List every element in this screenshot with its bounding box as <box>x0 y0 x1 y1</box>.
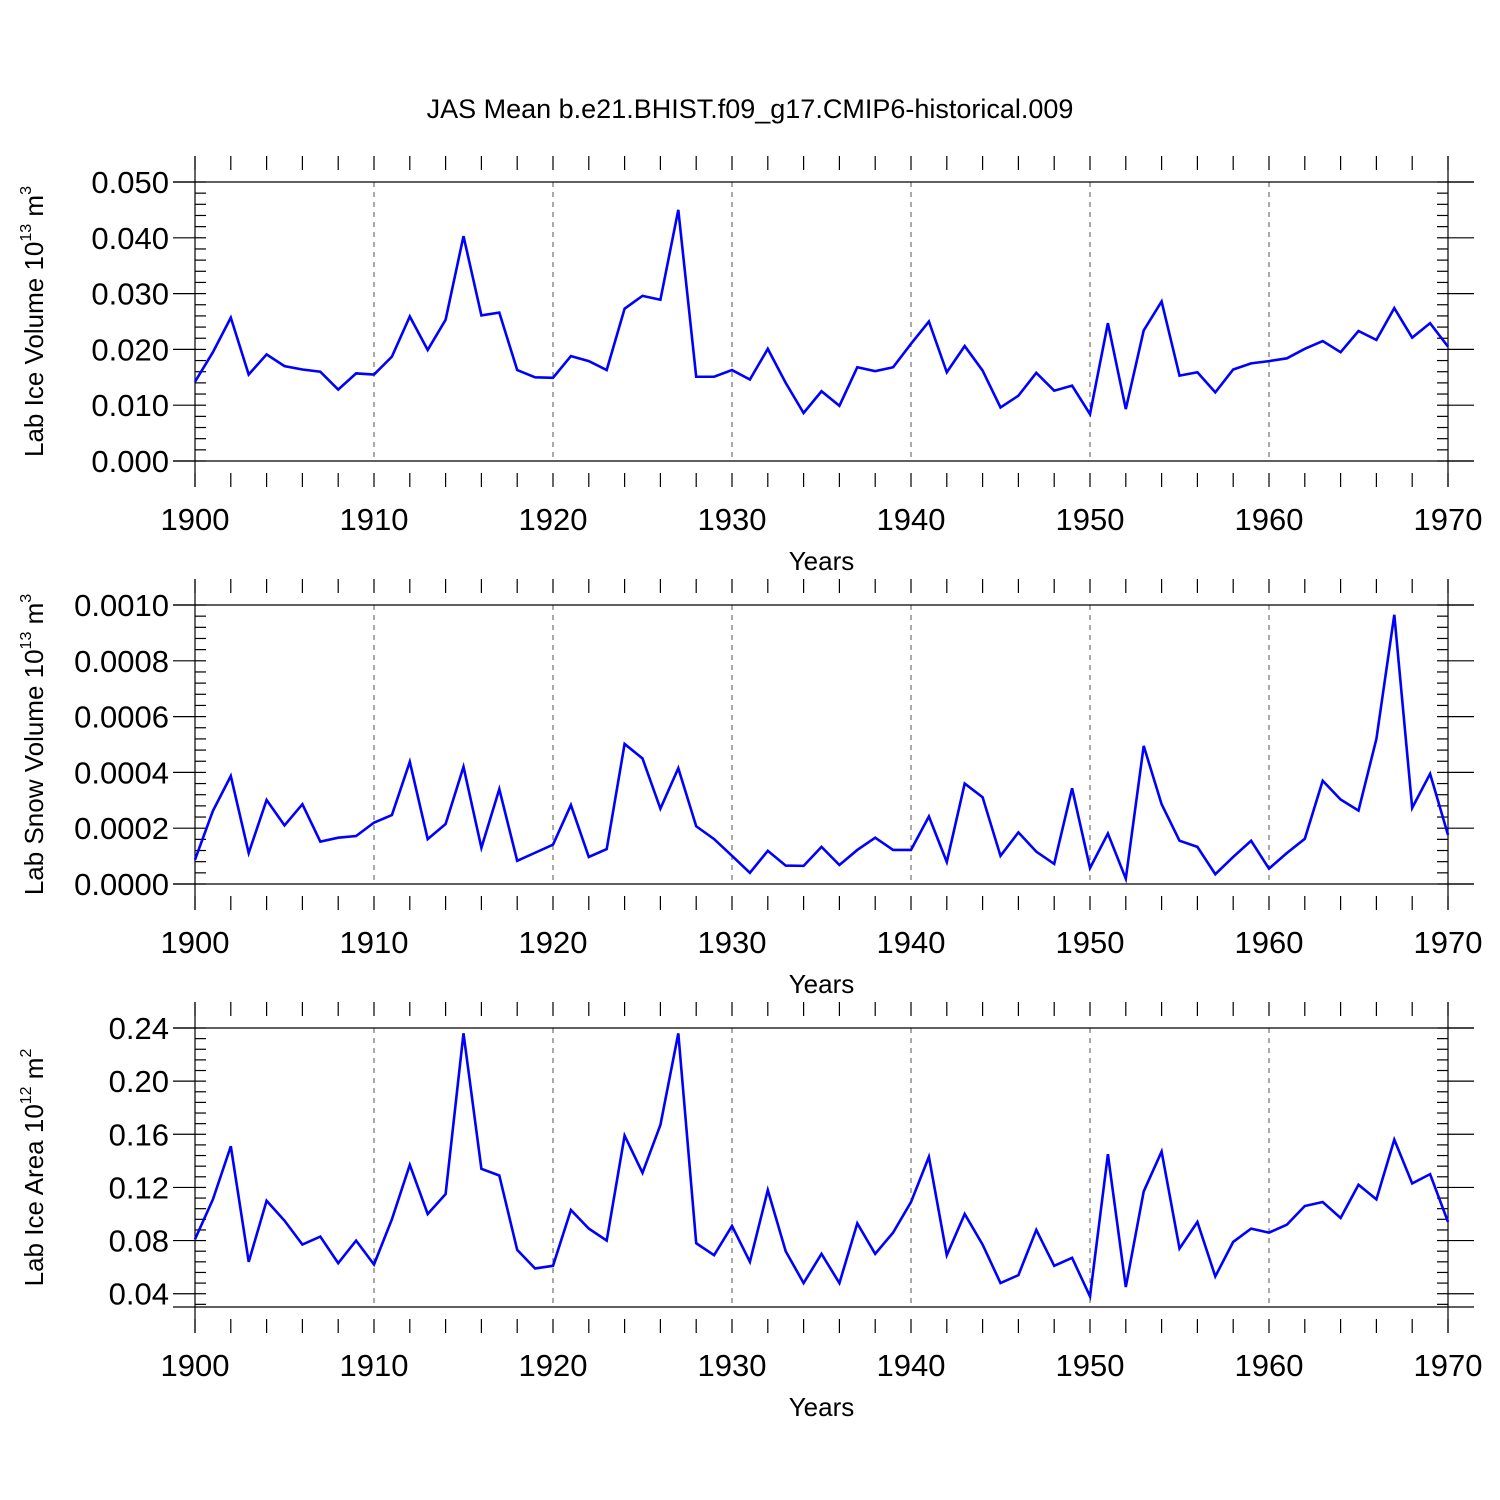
y-tick-label: 0.24 <box>109 1011 169 1046</box>
x-tick-label: 1950 <box>1056 925 1125 960</box>
x-tick-label: 1930 <box>698 502 767 537</box>
y-tick-label: 0.0008 <box>74 644 169 679</box>
y-tick-label: 0.0010 <box>74 588 169 623</box>
x-tick-label: 1910 <box>340 502 409 537</box>
x-tick-label: 1900 <box>161 502 230 537</box>
x-tick-label: 1930 <box>698 925 767 960</box>
y-axis-title: Lab Ice Area 1012 m2 <box>18 1049 49 1287</box>
x-tick-label: 1900 <box>161 925 230 960</box>
chart-panel-1: 0.000 0.010 0.020 0.030 0.040 0.050 1900 1910 19… <box>18 156 1482 576</box>
x-tick-label: 1910 <box>340 1348 409 1383</box>
x-tick-label: 1940 <box>877 1348 946 1383</box>
x-tick-label: 1950 <box>1056 1348 1125 1383</box>
x-tick-label: 1910 <box>340 925 409 960</box>
x-tick-label: 1920 <box>519 1348 588 1383</box>
y-tick-label: 0.08 <box>109 1224 169 1259</box>
y-tick-label: 0.04 <box>109 1277 169 1312</box>
y-axis-title: Lab Ice Volume 1013 m3 <box>18 186 49 457</box>
x-tick-label: 1920 <box>519 502 588 537</box>
x-tick-label: 1930 <box>698 1348 767 1383</box>
y-tick-label: 0.0002 <box>74 811 169 846</box>
y-tick-label: 0.010 <box>91 388 169 423</box>
y-tick-label: 0.12 <box>109 1170 169 1205</box>
y-tick-label: 0.000 <box>91 444 169 479</box>
y-tick-label: 0.16 <box>109 1117 169 1152</box>
y-tick-label: 0.0006 <box>74 700 169 735</box>
x-tick-label: 1970 <box>1414 925 1483 960</box>
x-tick-label: 1920 <box>519 925 588 960</box>
y-tick-label: 0.20 <box>109 1064 169 1099</box>
x-tick-label: 1970 <box>1414 1348 1483 1383</box>
series-line <box>193 209 1450 418</box>
x-tick-label: 1960 <box>1235 502 1304 537</box>
chart-title: JAS Mean b.e21.BHIST.f09_g17.CMIP6-histo… <box>427 94 1074 124</box>
y-tick-label: 0.050 <box>91 165 169 200</box>
y-tick-label: 0.0000 <box>74 867 169 902</box>
x-tick-label: 1940 <box>877 925 946 960</box>
x-tick-label: 1960 <box>1235 925 1304 960</box>
x-tick-label: 1940 <box>877 502 946 537</box>
series-line <box>193 614 1450 884</box>
y-tick-label: 0.020 <box>91 332 169 367</box>
y-axis-title: Lab Snow Volume 1013 m3 <box>18 594 49 895</box>
y-tick-label: 0.040 <box>91 221 169 256</box>
series-line <box>193 1033 1450 1302</box>
chart-panel-3: 0.04 0.08 0.12 0.16 0.20 0.24 1900 1910 1920 1930… <box>18 1002 1482 1422</box>
y-tick-label: 0.0004 <box>74 755 169 790</box>
y-tick-label: 0.030 <box>91 277 169 312</box>
x-axis-title: Years <box>789 1392 855 1422</box>
x-tick-label: 1960 <box>1235 1348 1304 1383</box>
chart-panel-2: 0.0000 0.0002 0.0004 0.0006 0.0008 0.0010 1900… <box>18 579 1482 999</box>
x-tick-label: 1970 <box>1414 502 1483 537</box>
x-tick-label: 1950 <box>1056 502 1125 537</box>
x-axis-title: Years <box>789 969 855 999</box>
x-tick-label: 1900 <box>161 1348 230 1383</box>
x-axis-title: Years <box>789 546 855 576</box>
